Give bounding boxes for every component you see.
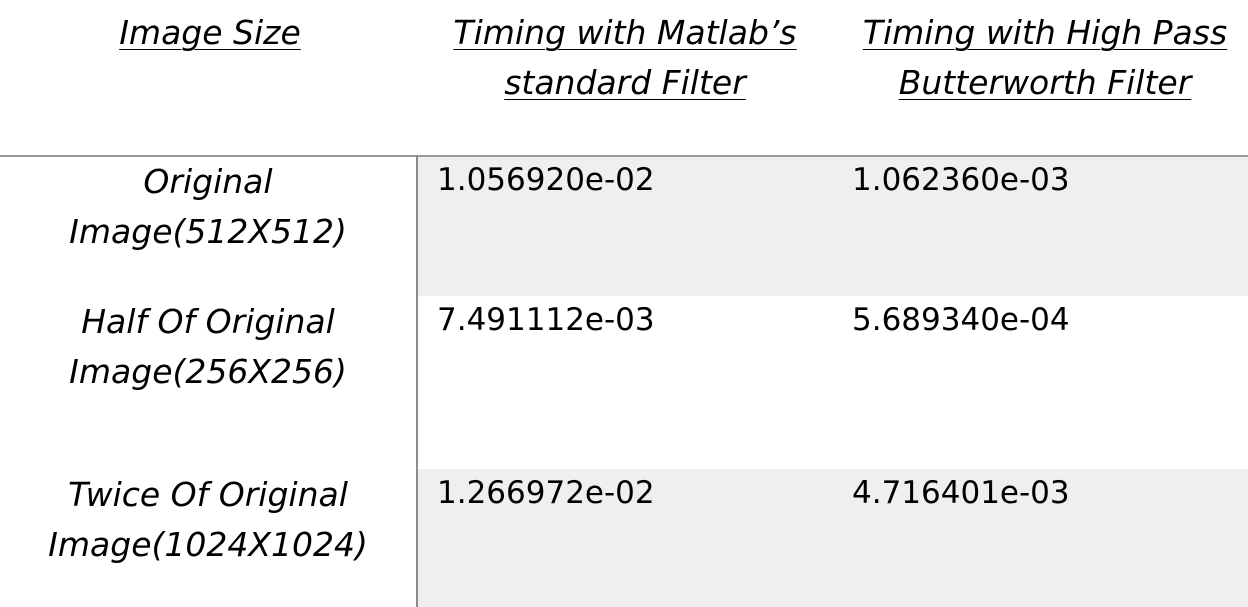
row-2-label-line1: Half Of Original: [81, 302, 335, 341]
header-butterworth-line1: Timing with High Pass: [862, 13, 1228, 52]
row-2-butterworth-value: 5.689340e-04: [852, 302, 1070, 338]
row-1-butterworth-value: 1.062360e-03: [852, 162, 1070, 198]
header-matlab-line2: standard Filter: [504, 63, 746, 102]
header-butterworth-line2: Butterworth Filter: [898, 63, 1192, 102]
header-image-size-text: Image Size: [119, 13, 301, 52]
header-matlab-line1: Timing with Matlab’s: [453, 13, 797, 52]
row-2-label: Half Of Original Image(256X256): [0, 297, 416, 397]
row-1-label-line2: Image(512X512): [69, 212, 347, 251]
header-image-size: Image Size: [60, 8, 360, 58]
row-3-label-line1: Twice Of Original: [68, 475, 348, 514]
row-3-butterworth-value: 4.716401e-03: [852, 475, 1070, 511]
row-3-shading: [418, 469, 1248, 607]
header-divider: [0, 155, 1248, 157]
header-matlab-timing: Timing with Matlab’s standard Filter: [425, 8, 825, 108]
row-1-label-line1: Original: [143, 162, 273, 201]
row-1-shading: [418, 157, 1248, 296]
row-3-label-line2: Image(1024X1024): [48, 525, 368, 564]
header-butterworth-timing: Timing with High Pass Butterworth Filter: [845, 8, 1245, 108]
row-3-matlab-value: 1.266972e-02: [437, 475, 655, 511]
row-1-label: Original Image(512X512): [0, 157, 416, 257]
row-2-matlab-value: 7.491112e-03: [437, 302, 655, 338]
column-divider: [416, 155, 418, 607]
row-3-label: Twice Of Original Image(1024X1024): [0, 470, 416, 570]
row-2-label-line2: Image(256X256): [69, 352, 347, 391]
row-1-matlab-value: 1.056920e-02: [437, 162, 655, 198]
